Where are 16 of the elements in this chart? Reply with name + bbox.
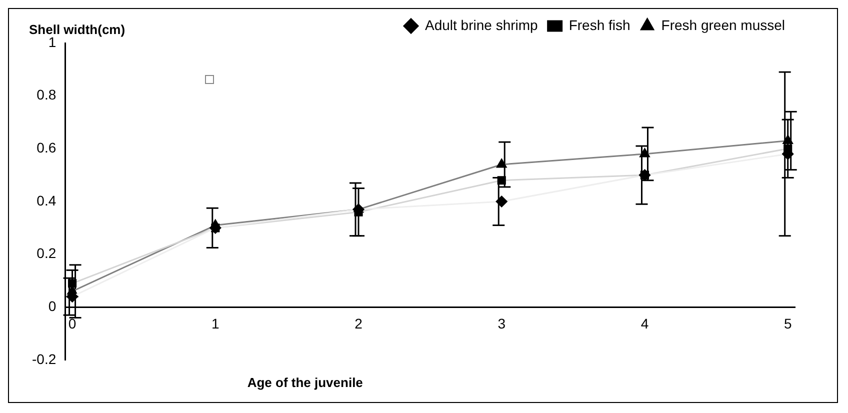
y-tick-label: 0.6	[36, 140, 56, 156]
x-tick-label: 3	[498, 315, 506, 332]
y-tick-label: 0.8	[36, 86, 56, 103]
y-tick-label: 0.2	[36, 245, 56, 262]
y-tick-label: 0.4	[36, 192, 56, 208]
x-tick-label: 4	[640, 315, 649, 332]
y-tick-label: 0	[48, 298, 56, 314]
x-axis-title: Age of the juvenile	[247, 375, 363, 390]
legend-label: Fresh green mussel	[661, 16, 785, 33]
legend-label: Fresh fish	[568, 16, 630, 33]
x-tick-label: 2	[354, 315, 363, 332]
x-tick-label: 0	[68, 315, 76, 332]
y-tick-label: -0.2	[32, 350, 56, 367]
x-tick-label: 1	[211, 315, 220, 332]
legend-label: Adult brine shrimp	[424, 16, 538, 33]
x-tick-label: 5	[784, 315, 792, 332]
